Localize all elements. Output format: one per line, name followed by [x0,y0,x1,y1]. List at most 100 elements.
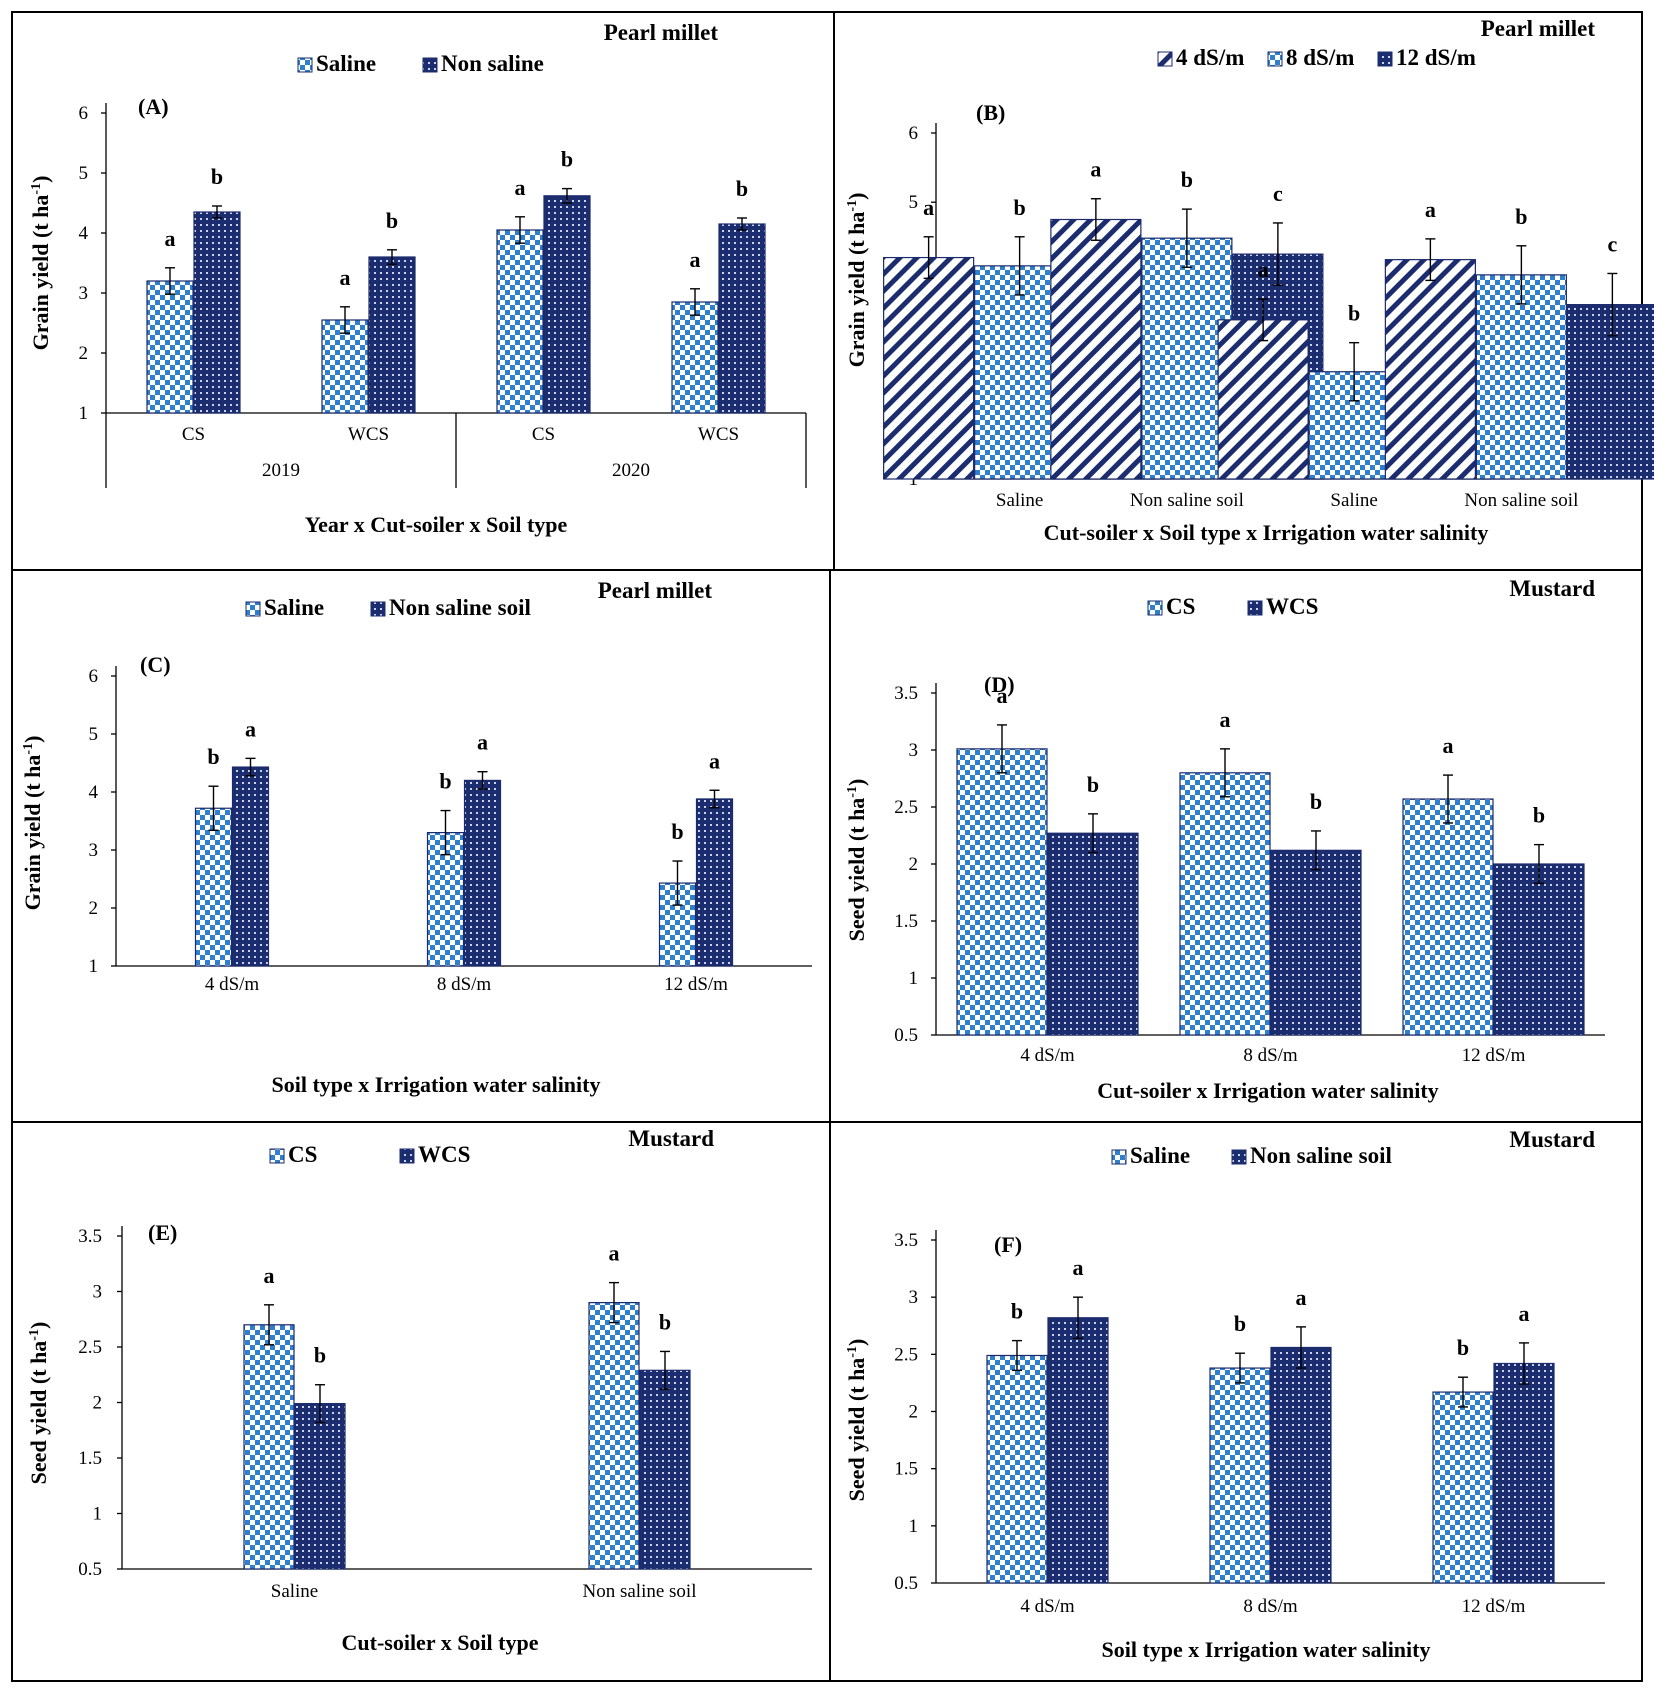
significance-letter: a [997,683,1008,708]
legend-swatch [1111,1149,1127,1165]
bar [1209,1367,1271,1584]
x-axis-label: Cut-soiler x Soil type x Irrigation wate… [1044,520,1489,545]
legend-label: Saline [1130,1143,1190,1168]
y-tick-label: 3 [909,740,919,761]
bar [1270,1346,1332,1584]
category-label: 12 dS/m [1462,1596,1526,1617]
bar [231,766,270,967]
bar [1566,304,1654,480]
panel-tag: (A) [138,94,169,119]
category-label: WCS [698,424,739,445]
y-tick-label: 3.5 [78,1226,102,1247]
category-label: 4 dS/m [1020,1045,1075,1066]
y-axis-label-main: Seed yield (t ha [844,1358,869,1502]
legend: Saline Non saline soil [1111,1143,1392,1168]
significance-letter: b [1181,167,1193,192]
significance-letter: b [207,744,219,769]
panel-tag: (F) [994,1232,1022,1257]
bar [1217,319,1309,480]
bar [1384,259,1476,480]
significance-letter: b [1457,1335,1469,1360]
significance-letter: b [1234,1311,1246,1336]
significance-letter: a [340,265,351,290]
chart-panel-a: Pearl millet (A) Saline Non saline 1 2 3 4 5 6 Gra… [28,20,807,537]
bar [588,1301,640,1570]
legend-swatch [1147,600,1163,616]
legend-swatch [245,601,261,617]
y-axis-label: Seed yield (t ha-1) [844,1339,869,1502]
category-label: 8 dS/m [1243,1045,1298,1066]
chart-panel-f: Mustard (F) Saline Non saline soil 0.5 1 1.5 2 2… [844,1127,1605,1662]
chart-panel-e: Mustard (E) CS WCS 0.5 1 1.5 2 2.5 3 3.5 Seed yield… [26,1126,812,1655]
y-tick-label: 1.5 [894,1459,918,1480]
legend-swatch [1231,1149,1247,1165]
bar [1141,237,1233,480]
significance-letter: a [1443,733,1454,758]
y-tick-label: 1.5 [894,911,918,932]
significance-letter: a [690,247,701,272]
bar [1493,863,1585,1036]
legend-label: Non saline soil [1250,1143,1392,1168]
x-axis-label: Soil type x Irrigation water salinity [272,1072,601,1097]
y-tick-label: 1 [909,1516,919,1537]
legend-label: Non saline [441,51,544,76]
y-tick-label: 0.5 [894,1573,918,1594]
bar [543,195,591,414]
category-label: WCS [348,424,389,445]
legend-label: Saline [316,51,376,76]
significance-letter: c [1273,181,1283,206]
legend: Saline Non saline soil [245,595,531,620]
group-label: 2020 [612,460,650,481]
legend-label: 4 dS/m [1176,45,1244,70]
bar [1432,1391,1494,1584]
legend-swatch [1157,51,1173,67]
x-axis-label: Year x Cut-soiler x Soil type [305,512,568,537]
y-tick-label: 4 [89,782,99,803]
bar [671,301,719,414]
y-tick-label: 6 [909,123,919,144]
bar [193,211,241,414]
bar [321,319,369,414]
legend-swatch [269,1148,285,1164]
bar [1047,1317,1109,1584]
group-label: 2019 [262,460,300,481]
x-axis-label: Soil type x Irrigation water salinity [1102,1637,1431,1662]
legend-swatch [399,1148,415,1164]
chart-title: Mustard [1509,576,1595,601]
significance-letter: a [1425,197,1436,222]
significance-letter: b [1087,772,1099,797]
significance-letter: b [386,208,398,233]
legend-swatch [1267,51,1283,67]
bar [956,748,1048,1036]
significance-letter: b [1533,803,1545,828]
category-label: CS [532,424,555,445]
y-tick-label: 2.5 [78,1337,102,1358]
significance-letter: a [1258,257,1269,282]
y-tick-label: 2 [93,1393,103,1414]
bar [1050,218,1142,480]
y-axis-label: Seed yield (t ha-1) [26,1322,51,1485]
legend-swatch [297,57,313,73]
significance-letter: a [609,1241,620,1266]
y-tick-label: 2.5 [894,1344,918,1365]
y-tick-label: 2.5 [894,797,918,818]
y-axis-label-end: ) [844,193,869,200]
legend-label: CS [288,1142,317,1167]
chart-panel-b: Pearl millet(B)4 dS/m8 dS/m12 dS/m123456… [844,16,1654,545]
y-axis-label-sup: -1 [27,1329,42,1341]
y-tick-label: 1 [909,968,919,989]
bar [1047,832,1139,1036]
bar [243,1324,295,1570]
significance-letter: b [1348,301,1360,326]
y-tick-label: 2 [909,854,919,875]
legend: 4 dS/m 8 dS/m 12 dS/m [1157,45,1476,70]
category-label: Non saline soil [1464,490,1578,511]
bar [194,807,233,967]
bar [368,256,416,414]
panel-tag: (C) [140,652,171,677]
y-axis-label: Seed yield (t ha-1) [844,779,869,942]
bar [496,229,544,414]
significance-letter: b [211,164,223,189]
y-axis-label-end: ) [26,1322,51,1329]
